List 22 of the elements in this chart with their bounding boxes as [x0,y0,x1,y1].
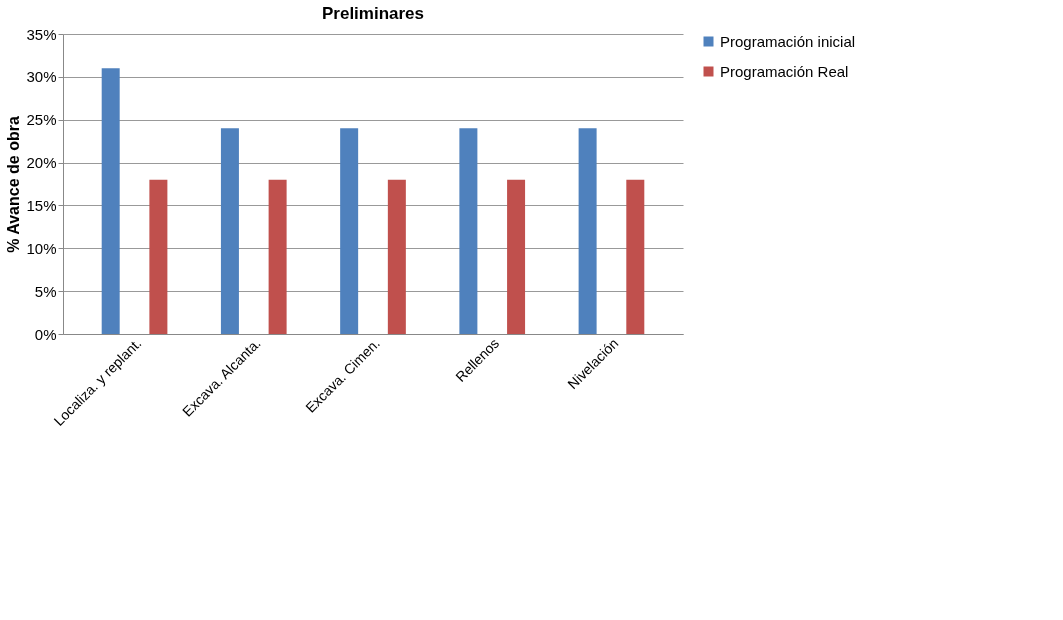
y-tick-label: 20% [26,154,57,172]
bar [578,128,597,334]
bar [268,179,287,334]
bar [101,68,120,334]
y-tick-label: 0% [34,325,57,343]
y-tick-label: 5% [34,282,57,300]
bar [626,179,645,334]
y-tick-label: 30% [26,68,57,86]
bar [340,128,359,334]
chart-title: Preliminares [321,4,425,23]
legend-label: Programación inicial [720,32,856,50]
legend-label: Programación Real [720,62,849,80]
bar [149,179,168,334]
y-axis-title: % Avance de obra [5,116,23,253]
bar [220,128,239,334]
y-tick-label: 35% [26,25,57,43]
bar [387,179,406,334]
y-tick-label: 10% [26,239,57,257]
bar [459,128,478,334]
y-tick-label: 25% [26,111,57,129]
y-tick-label: 15% [26,196,57,214]
bar [507,179,526,334]
